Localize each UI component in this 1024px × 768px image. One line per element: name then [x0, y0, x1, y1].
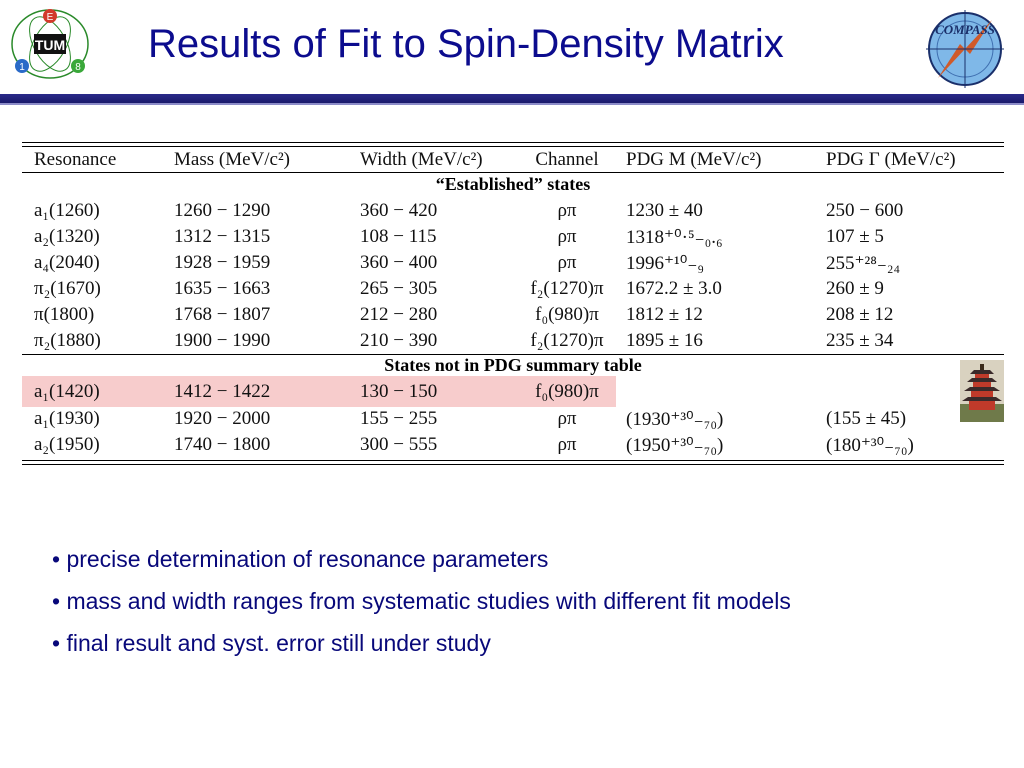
cell-width: 300 − 555: [360, 434, 438, 455]
cell-width: 360 − 400: [360, 252, 438, 273]
cell-pdg-width: 255⁺²⁸₋₂₄: [826, 253, 901, 274]
table-row: a₁(1930) 1920 − 2000 155 − 255 ρπ (1930⁺…: [22, 406, 1004, 432]
cell-pdg-mass: 1812 ± 12: [626, 304, 703, 325]
pagoda-image: [960, 360, 1004, 422]
cell-pdg-mass: 1895 ± 16: [626, 330, 703, 351]
cell-pdg-width: 250 − 600: [826, 200, 904, 221]
section-title-established: “Established” states: [435, 174, 591, 194]
cell-mass: 1768 − 1807: [174, 304, 271, 325]
table-bottom-rule: [22, 464, 1004, 465]
cell-mass: 1312 − 1315: [174, 226, 271, 247]
header-rule: [22, 172, 1004, 173]
table-row: π₂(1880) 1900 − 1990 210 − 390 f₂(1270)π…: [22, 328, 1004, 354]
cell-width: 155 − 255: [360, 408, 438, 429]
header-channel: Channel: [535, 149, 599, 170]
cell-width: 212 − 280: [360, 304, 438, 325]
table-row: a₂(1950) 1740 − 1800 300 − 555 ρπ (1950⁺…: [22, 432, 1004, 458]
svg-text:E: E: [47, 12, 54, 23]
cell-resonance: a₁(1930): [34, 408, 100, 429]
cell-mass: 1260 − 1290: [174, 200, 271, 221]
header-pdg-width: PDG Γ (MeV/c²): [826, 149, 956, 170]
cell-mass: 1900 − 1990: [174, 330, 271, 351]
cell-channel: ρπ: [557, 200, 577, 221]
cell-width: 360 − 420: [360, 200, 438, 221]
section-rule: [22, 354, 1004, 355]
bullet-item: • mass and width ranges from systematic …: [52, 588, 791, 614]
table-header-row: Resonance Mass (MeV/c²) Width (MeV/c²) C…: [22, 147, 1004, 173]
cell-pdg-mass: 1996⁺¹⁰₋₉: [626, 253, 704, 274]
cell-channel: ρπ: [557, 252, 577, 273]
cell-mass: 1928 − 1959: [174, 252, 271, 273]
bullet-item: • precise determination of resonance par…: [52, 546, 549, 572]
title-bar: [0, 94, 1024, 103]
slide-title: Results of Fit to Spin-Density Matrix: [148, 22, 784, 66]
cell-resonance: a₁(1420): [34, 381, 100, 402]
cell-pdg-width: 208 ± 12: [826, 304, 894, 325]
cell-channel: f₀(980)π: [535, 381, 599, 402]
cell-pdg-mass: 1318⁺⁰·⁵₋₀.₆: [626, 227, 723, 248]
cell-resonance: a₄(2040): [34, 252, 100, 273]
header-resonance: Resonance: [34, 149, 117, 170]
cell-width: 130 − 150: [360, 381, 438, 402]
table-top-rule: [22, 142, 1004, 143]
table-bottom-rule: [22, 460, 1004, 461]
compass-logo-text: COMPASS: [935, 22, 995, 37]
cell-channel: f₂(1270)π: [530, 330, 604, 351]
cell-channel: ρπ: [557, 408, 577, 429]
cell-channel: f₂(1270)π: [530, 278, 604, 299]
cell-width: 210 − 390: [360, 330, 438, 351]
svg-text:8: 8: [75, 62, 81, 73]
bullet-item: • final result and syst. error still und…: [52, 630, 491, 656]
header-pdg-mass: PDG M (MeV/c²): [626, 149, 762, 170]
cell-resonance: a₂(1320): [34, 226, 100, 247]
cell-mass: 1412 − 1422: [174, 381, 271, 402]
cell-mass: 1920 − 2000: [174, 408, 271, 429]
cell-resonance: a₂(1950): [34, 434, 100, 455]
cell-mass: 1635 − 1663: [174, 278, 271, 299]
table-row: π₂(1670) 1635 − 1663 265 − 305 f₂(1270)π…: [22, 276, 1004, 302]
cell-resonance: a₁(1260): [34, 200, 100, 221]
table-row: a₁(1420) 1412 − 1422 130 − 150 f₀(980)π: [22, 379, 1004, 405]
tum-e18-logo: TUM E 1 8: [11, 9, 89, 79]
cell-channel: ρπ: [557, 226, 577, 247]
cell-pdg-mass: 1672.2 ± 3.0: [626, 278, 722, 299]
table-row: π(1800) 1768 − 1807 212 − 280 f₀(980)π 1…: [22, 302, 1004, 328]
cell-resonance: π₂(1670): [34, 278, 101, 299]
table-row: a₄(2040) 1928 − 1959 360 − 400 ρπ 1996⁺¹…: [22, 250, 1004, 276]
cell-channel: f₀(980)π: [535, 304, 599, 325]
cell-resonance: π₂(1880): [34, 330, 101, 351]
cell-width: 265 − 305: [360, 278, 438, 299]
title-bar-accent: [0, 103, 1024, 105]
cell-pdg-width: 107 ± 5: [826, 226, 884, 247]
cell-pdg-mass: 1230 ± 40: [626, 200, 703, 221]
header-width: Width (MeV/c²): [360, 149, 483, 170]
cell-pdg-mass: (1930⁺³⁰₋₇₀): [626, 409, 724, 430]
cell-pdg-mass: (1950⁺³⁰₋₇₀): [626, 435, 724, 456]
cell-pdg-width: 260 ± 9: [826, 278, 884, 299]
svg-text:TUM: TUM: [35, 37, 65, 53]
compass-logo: COMPASS: [926, 10, 1004, 88]
svg-text:1: 1: [19, 62, 25, 73]
header-mass: Mass (MeV/c²): [174, 149, 290, 170]
cell-width: 108 − 115: [360, 226, 437, 247]
row-highlight: [22, 376, 616, 407]
section-title-not-in-pdg: States not in PDG summary table: [384, 355, 642, 375]
table-row: a₂(1320) 1312 − 1315 108 − 115 ρπ 1318⁺⁰…: [22, 224, 1004, 250]
cell-channel: ρπ: [557, 434, 577, 455]
table-row: a₁(1260) 1260 − 1290 360 − 420 ρπ 1230 ±…: [22, 198, 1004, 224]
cell-pdg-width: (180⁺³⁰₋₇₀): [826, 435, 914, 456]
cell-pdg-width: 235 ± 34: [826, 330, 894, 351]
cell-pdg-width: (155 ± 45): [826, 408, 907, 429]
cell-mass: 1740 − 1800: [174, 434, 271, 455]
cell-resonance: π(1800): [34, 304, 95, 325]
bullet-list: • precise determination of resonance par…: [52, 546, 791, 672]
table-top-rule: [22, 146, 1004, 147]
